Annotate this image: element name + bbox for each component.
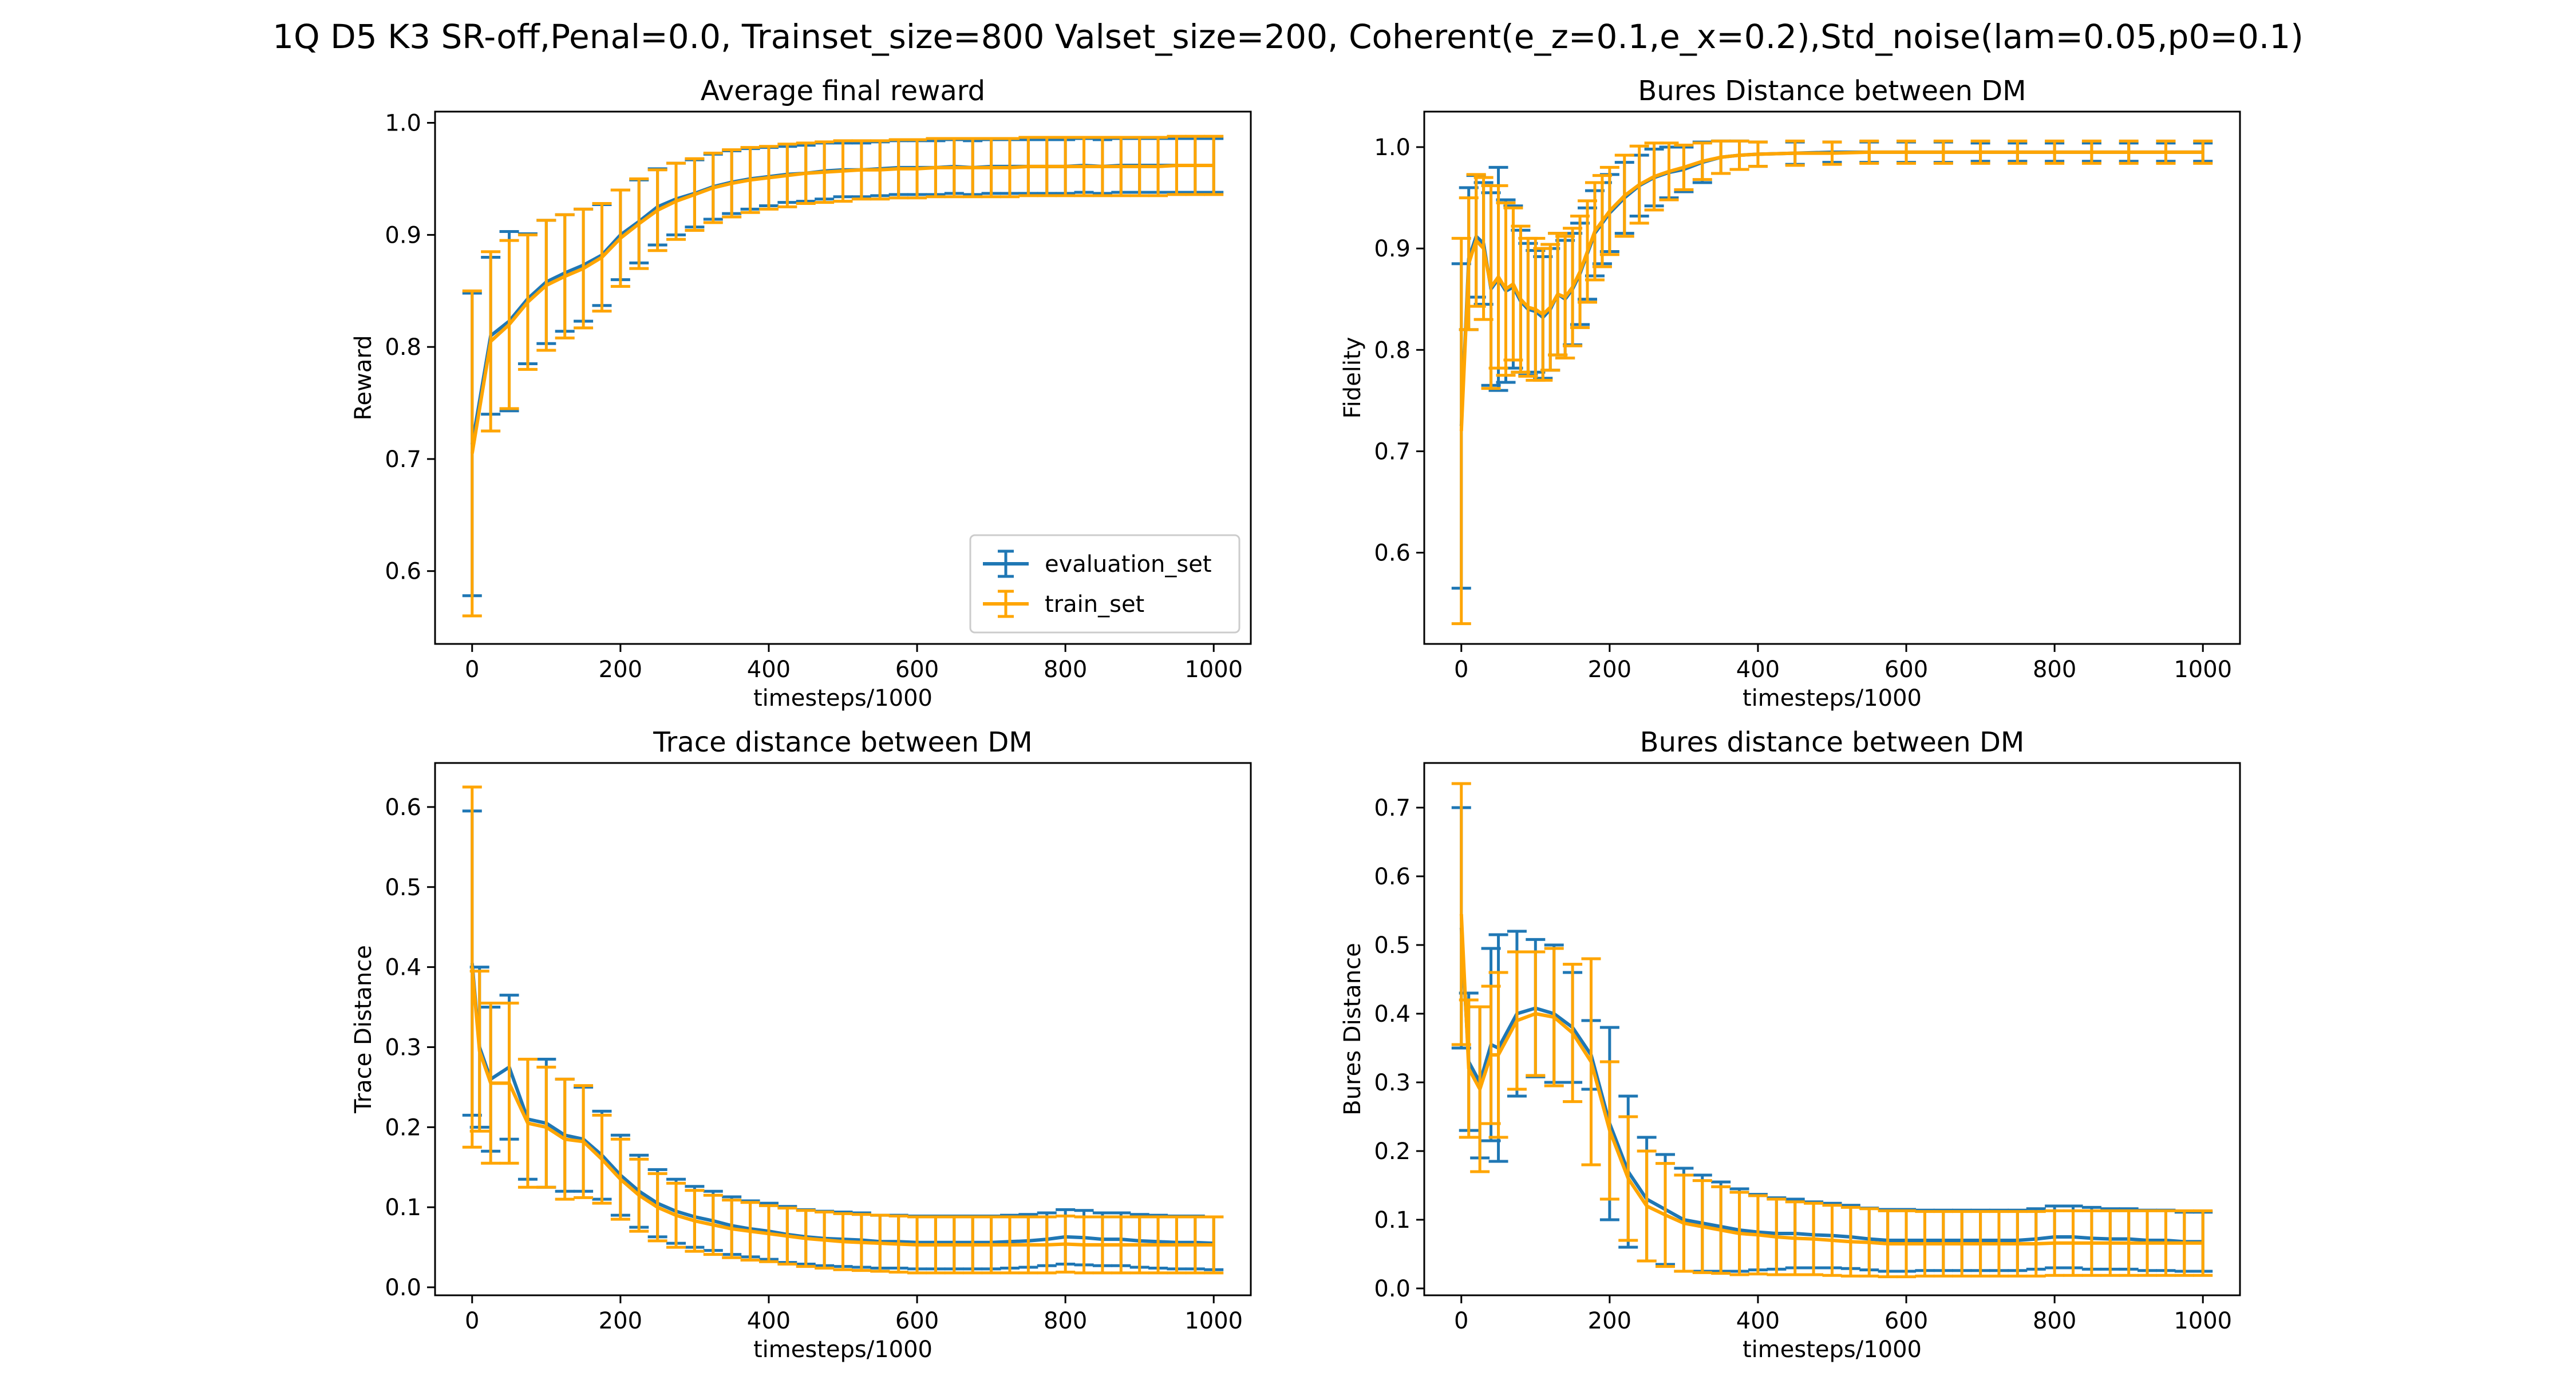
axes-frame-reward: [434, 110, 1252, 645]
subplot-title-bures-distance: Bures distance between DM: [1640, 726, 2025, 758]
axes-frame-bures-distance: [1423, 762, 2241, 1296]
x-tick-label: 600: [895, 657, 939, 683]
legend-label-evaluation_set: evaluation_set: [1045, 551, 1212, 578]
x-tick-label: 1000: [1184, 657, 1243, 683]
y-tick-label: 0.8: [1374, 337, 1411, 363]
y-tick-label: 0.6: [1374, 540, 1411, 567]
x-tick-label: 200: [1588, 1308, 1631, 1334]
x-tick-label: 800: [2033, 657, 2076, 683]
y-tick-label: 0.5: [385, 875, 421, 901]
y-tick-label: 0.8: [385, 334, 421, 361]
series-train_set-bures-distance: [1451, 782, 2213, 1279]
x-axis-label-fidelity: timesteps/1000: [1743, 685, 1922, 711]
y-tick-label: 1.0: [1374, 135, 1411, 161]
x-tick-label: 400: [1736, 657, 1780, 683]
subplot-reward: Average final reward 0 200 400 600 800 1000 0.6…: [350, 75, 1252, 711]
series-line-train_set: [1459, 914, 2203, 1245]
y-tick-label: 0.7: [1374, 795, 1411, 821]
y-tick-label: 0.5: [1374, 932, 1411, 959]
figure-suptitle: 1Q D5 K3 SR-off,Penal=0.0, Trainset_size…: [272, 17, 2304, 56]
y-tick-label: 0.1: [385, 1195, 421, 1221]
y-tick-label: 0.9: [1374, 236, 1411, 262]
x-tick-label: 1000: [1184, 1308, 1243, 1334]
y-axis-label-bures-distance: Bures Distance: [1340, 943, 1366, 1115]
y-axis-label-fidelity: Fidelity: [1340, 337, 1366, 419]
y-tick-label: 0.0: [385, 1275, 421, 1301]
y-tick-label: 0.6: [1374, 864, 1411, 890]
subplot-trace-distance: Trace distance between DM 0 200 400 600 800 10…: [350, 726, 1252, 1363]
y-tick-label: 0.2: [385, 1114, 421, 1141]
x-tick-label: 400: [747, 1308, 791, 1334]
x-tick-label: 0: [465, 657, 479, 683]
x-tick-label: 1000: [2174, 657, 2232, 683]
x-tick-label: 400: [747, 657, 791, 683]
series-line-train_set: [470, 967, 1214, 1247]
x-tick-label: 0: [1454, 1308, 1468, 1334]
subplot-fidelity: Bures Distance between DM 0 200 400 600 800 10…: [1340, 75, 2241, 711]
legend-label-train_set: train_set: [1045, 591, 1144, 618]
y-tick-label: 0.9: [385, 222, 421, 248]
subplot-title-reward: Average final reward: [701, 75, 985, 107]
x-tick-label: 200: [1588, 657, 1631, 683]
y-tick-label: 0.3: [1374, 1070, 1411, 1096]
y-tick-label: 0.2: [1374, 1138, 1411, 1165]
x-tick-label: 200: [599, 657, 642, 683]
legend-box: [969, 534, 1240, 634]
subplot-title-trace-distance: Trace distance between DM: [653, 726, 1032, 758]
x-tick-label: 0: [465, 1308, 479, 1334]
x-tick-label: 200: [599, 1308, 642, 1334]
legend: evaluation_set train_set: [969, 534, 1240, 634]
y-tick-label: 1.0: [385, 110, 421, 137]
x-tick-label: 600: [1884, 1308, 1928, 1334]
y-tick-label: 0.6: [385, 559, 421, 585]
y-tick-label: 0.6: [385, 794, 421, 821]
y-axis-label-trace-distance: Trace Distance: [350, 945, 377, 1114]
y-tick-label: 0.7: [1374, 438, 1411, 465]
series-evaluation_set-trace-distance: [462, 809, 1224, 1271]
y-tick-label: 0.7: [385, 446, 421, 473]
series-line-train_set: [470, 164, 1214, 454]
x-tick-label: 0: [1454, 657, 1468, 683]
x-tick-label: 800: [2033, 1308, 2076, 1334]
x-tick-label: 800: [1044, 657, 1087, 683]
series-evaluation_set-bures-distance: [1451, 806, 2213, 1273]
series-evaluation_set-reward: [462, 137, 1224, 598]
x-tick-label: 400: [1736, 1308, 1780, 1334]
x-tick-label: 600: [895, 1308, 939, 1334]
y-axis-label-reward: Reward: [350, 335, 377, 421]
y-tick-label: 0.4: [1374, 1001, 1411, 1027]
y-tick-label: 0.4: [385, 955, 421, 981]
x-axis-label-trace-distance: timesteps/1000: [753, 1337, 933, 1363]
x-tick-label: 1000: [2174, 1308, 2232, 1334]
x-axis-label-bures-distance: timesteps/1000: [1743, 1337, 1922, 1363]
series-evaluation_set-fidelity: [1451, 139, 2213, 590]
series-train_set-fidelity: [1451, 139, 2213, 626]
y-tick-label: 0.1: [1374, 1207, 1411, 1233]
series-train_set-reward: [462, 135, 1224, 618]
subplot-title-fidelity: Bures Distance between DM: [1638, 75, 2026, 107]
series-train_set-trace-distance: [462, 785, 1224, 1275]
y-tick-label: 0.3: [385, 1034, 421, 1061]
x-axis-label-reward: timesteps/1000: [753, 685, 933, 711]
series-line-evaluation_set: [470, 963, 1214, 1245]
subplot-bures-distance: Bures distance between DM 0 200 400 600 800 10…: [1340, 726, 2241, 1363]
x-tick-label: 800: [1044, 1308, 1087, 1334]
axes-frame-trace-distance: [434, 762, 1252, 1296]
axes-frame-fidelity: [1423, 110, 2241, 645]
x-tick-label: 600: [1884, 657, 1928, 683]
y-tick-label: 0.0: [1374, 1276, 1411, 1302]
series-line-train_set: [1459, 150, 2203, 432]
